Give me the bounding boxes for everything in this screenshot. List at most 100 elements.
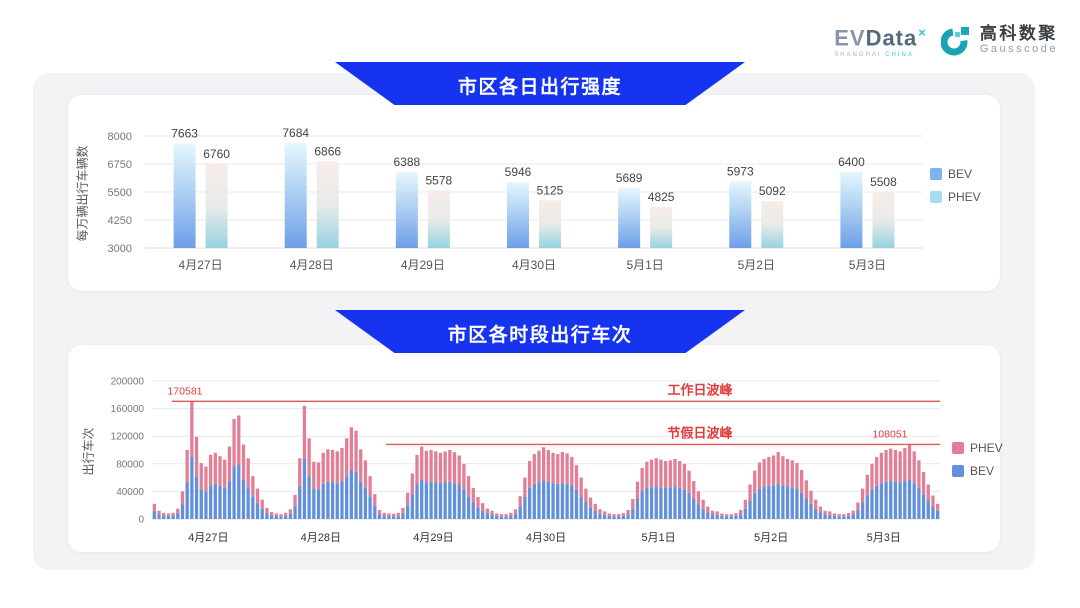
- bev-bar-segment: [846, 515, 851, 519]
- phev-bar-segment: [546, 450, 550, 482]
- phev-bar-segment: [190, 401, 194, 457]
- phev-bar-segment: [668, 460, 672, 488]
- phev-bar-segment: [715, 511, 719, 515]
- phev-value-label: 5508: [870, 175, 897, 189]
- gausscode-text: 高科数聚 Gausscode: [980, 24, 1058, 56]
- phev-bar-segment: [452, 452, 457, 484]
- legend-item-phev[interactable]: PHEV: [930, 190, 981, 204]
- phev-bar-segment: [532, 454, 536, 484]
- bev-bar-segment: [495, 516, 499, 519]
- bev-bar-segment: [246, 487, 250, 519]
- phev-bar-segment: [260, 499, 264, 509]
- bev-bar-segment: [617, 516, 621, 519]
- evdata-wordmark: EVData×: [834, 22, 927, 49]
- bev-bar-segment: [823, 514, 827, 519]
- bev-bar-segment: [598, 513, 602, 519]
- phev-bar: [427, 190, 450, 248]
- phev-bar-segment: [166, 513, 171, 516]
- bev-bar-segment: [251, 496, 255, 519]
- legend-item-bev[interactable]: BEV: [952, 464, 1003, 478]
- phev-bar-segment: [382, 512, 386, 516]
- phev-bar-segment: [208, 454, 213, 486]
- phev-bar-segment: [485, 508, 490, 514]
- bev-bar-segment: [152, 510, 156, 519]
- phev-bar-segment: [574, 465, 579, 491]
- phev-bar-segment: [612, 514, 616, 517]
- chart1-legend: BEV PHEV: [930, 167, 981, 204]
- phev-bar-segment: [213, 452, 217, 484]
- phev-bar-segment: [870, 463, 874, 490]
- phev-bar-segment: [396, 512, 400, 516]
- phev-bar-segment: [814, 499, 818, 509]
- bev-bar-segment: [659, 487, 663, 519]
- bev-bar-segment: [865, 495, 869, 519]
- bev-bar-segment: [931, 506, 935, 519]
- bev-bar-segment: [349, 470, 353, 519]
- phev-bar-segment: [832, 513, 837, 517]
- x-category-label: 5月1日: [626, 258, 663, 272]
- phev-bar-segment: [204, 466, 208, 492]
- bev-bar-segment: [654, 486, 658, 519]
- bev-bar-segment: [753, 492, 757, 519]
- phev-bar-segment: [912, 451, 916, 484]
- legend-item-phev[interactable]: PHEV: [952, 441, 1003, 455]
- bev-bar-segment: [438, 483, 443, 519]
- phev-bar-segment: [842, 514, 846, 517]
- phev-bar-segment: [284, 512, 288, 516]
- evdata-logo: EVData× SHANGHAI CHINA: [834, 22, 927, 57]
- phev-bar-segment: [504, 514, 508, 517]
- bev-bar-segment: [162, 515, 166, 519]
- phev-bar-segment: [767, 456, 771, 486]
- phev-bar-segment: [274, 513, 278, 517]
- bev-value-label: 5689: [616, 171, 643, 185]
- phev-bar-segment: [762, 458, 766, 487]
- phev-bar-segment: [429, 450, 433, 482]
- phev-bar-segment: [251, 476, 255, 497]
- bev-bar-segment: [523, 496, 527, 519]
- phev-value-label: 6866: [314, 144, 341, 158]
- phev-bar-segment: [785, 458, 790, 487]
- phev-bar-segment: [884, 450, 888, 482]
- phev-bar-segment: [537, 450, 541, 483]
- phev-bar-segment: [288, 509, 293, 514]
- bev-value-label: 7663: [171, 127, 198, 141]
- chart2-y-axis-label: 出行车次: [81, 427, 96, 476]
- bev-bar-segment: [359, 481, 363, 519]
- phev-bar-segment: [828, 511, 832, 515]
- phev-bar-segment: [936, 503, 940, 511]
- legend-item-bev[interactable]: BEV: [930, 167, 981, 181]
- phev-bar-segment: [673, 458, 677, 487]
- bev-bar-segment: [743, 508, 747, 519]
- bev-bar-segment: [509, 515, 513, 519]
- gausscode-g-icon: [940, 27, 969, 56]
- phev-bar-segment: [312, 461, 316, 489]
- bev-bar-segment: [340, 481, 344, 519]
- phev-bar-segment: [720, 513, 724, 517]
- bev-bar-segment: [757, 488, 762, 519]
- chart2-title-banner: 市区各时段出行车次: [335, 310, 745, 353]
- phev-value-label: 6760: [203, 147, 230, 161]
- phev-bar-segment: [476, 496, 480, 508]
- phev-bar-segment: [851, 510, 855, 515]
- phev-bar-segment: [481, 503, 485, 511]
- evdata-x-icon: ×: [918, 25, 927, 41]
- bev-bar-segment: [574, 490, 579, 519]
- bev-bar-segment: [917, 487, 921, 519]
- bev-bar-segment: [696, 504, 701, 519]
- phev-bar-segment: [542, 447, 546, 481]
- bev-bar-segment: [710, 514, 715, 519]
- bev-bar-segment: [626, 514, 630, 519]
- bev-bar-segment: [368, 496, 372, 519]
- bev-bar-segment: [443, 482, 447, 519]
- bev-bar-segment: [485, 513, 490, 519]
- phev-bar: [872, 191, 895, 248]
- bev-bar-segment: [621, 515, 626, 519]
- bev-bar-segment: [387, 516, 391, 519]
- phev-bar-segment: [710, 510, 715, 515]
- phev-bar-segment: [570, 456, 574, 486]
- bev-bar-segment: [284, 515, 288, 519]
- bev-bar-segment: [316, 489, 321, 519]
- bev-bar-segment: [579, 496, 583, 519]
- bev-bar-segment: [631, 508, 635, 519]
